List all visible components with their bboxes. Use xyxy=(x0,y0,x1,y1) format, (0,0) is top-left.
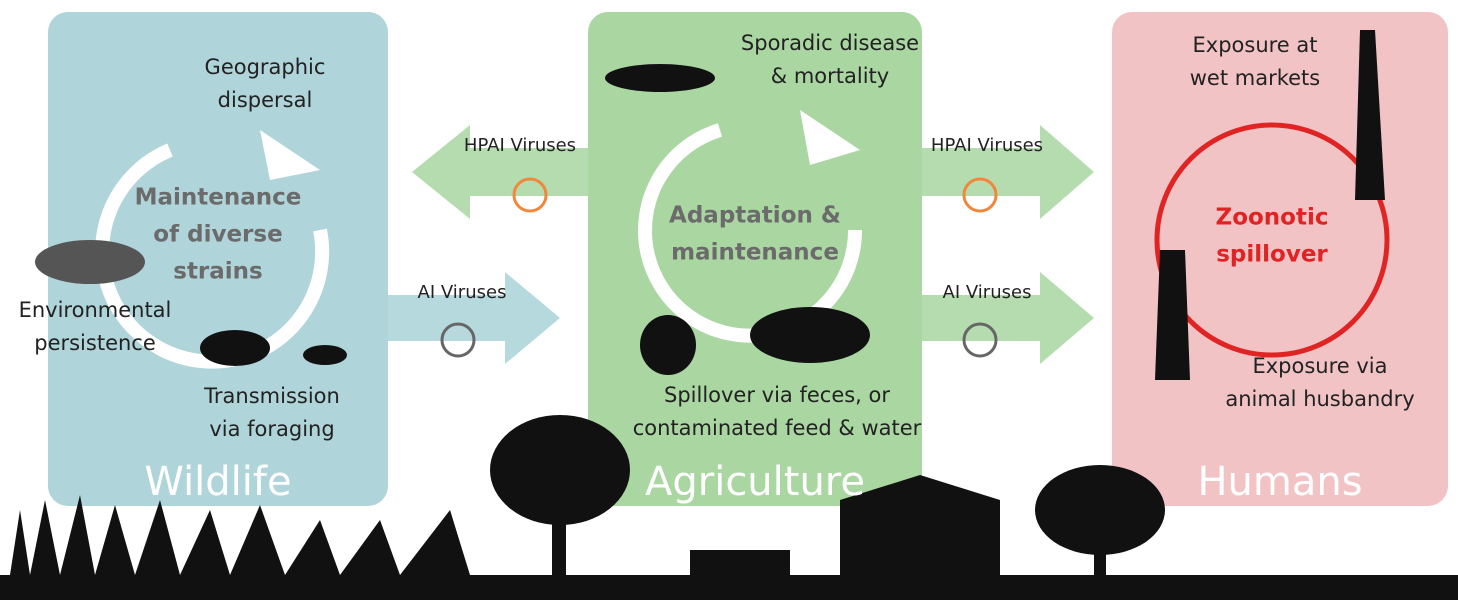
note: Environmental xyxy=(19,298,172,322)
note: Spillover via feces, or xyxy=(664,383,890,407)
virus-icons xyxy=(440,177,998,358)
note: Transmission xyxy=(203,384,340,408)
note: dispersal xyxy=(218,88,313,112)
cycle-head xyxy=(260,130,320,180)
note: Geographic xyxy=(205,55,326,79)
silhouettes xyxy=(0,30,1458,600)
panel-title: Humans xyxy=(1197,459,1362,505)
arrow xyxy=(388,272,560,364)
cycle-label: Adaptation & xyxy=(669,203,841,229)
agriculture-panel xyxy=(588,12,922,506)
note: persistence xyxy=(34,331,156,355)
arrow-label: HPAI Viruses xyxy=(931,135,1043,156)
note: via foraging xyxy=(209,417,334,441)
cycle-label: maintenance xyxy=(671,240,839,266)
arrow-label: AI Viruses xyxy=(418,282,507,303)
cycle xyxy=(1154,122,1390,358)
cycle-label: of diverse xyxy=(153,222,282,248)
panel-title: Wildlife xyxy=(144,459,291,505)
note: Exposure at xyxy=(1193,33,1318,57)
note: animal husbandry xyxy=(1225,387,1414,411)
note: wet markets xyxy=(1190,66,1320,90)
note: Exposure via xyxy=(1252,354,1387,378)
cycle xyxy=(638,123,863,343)
note: & mortality xyxy=(771,64,889,88)
cycle xyxy=(95,143,330,369)
cycle-label: Maintenance xyxy=(135,185,302,211)
panel-title: Agriculture xyxy=(645,459,865,505)
note: contaminated feed & water xyxy=(633,416,922,440)
cycle-label: spillover xyxy=(1216,242,1328,268)
cycle-label: Zoonotic xyxy=(1216,205,1329,231)
cycle-head xyxy=(800,110,860,165)
cycle-label: strains xyxy=(173,259,263,285)
arrow-label: AI Viruses xyxy=(943,282,1032,303)
wildlife-panel xyxy=(48,12,388,506)
arrow-label: HPAI Viruses xyxy=(464,135,576,156)
note: Sporadic disease xyxy=(741,31,919,55)
arrow xyxy=(412,125,588,219)
